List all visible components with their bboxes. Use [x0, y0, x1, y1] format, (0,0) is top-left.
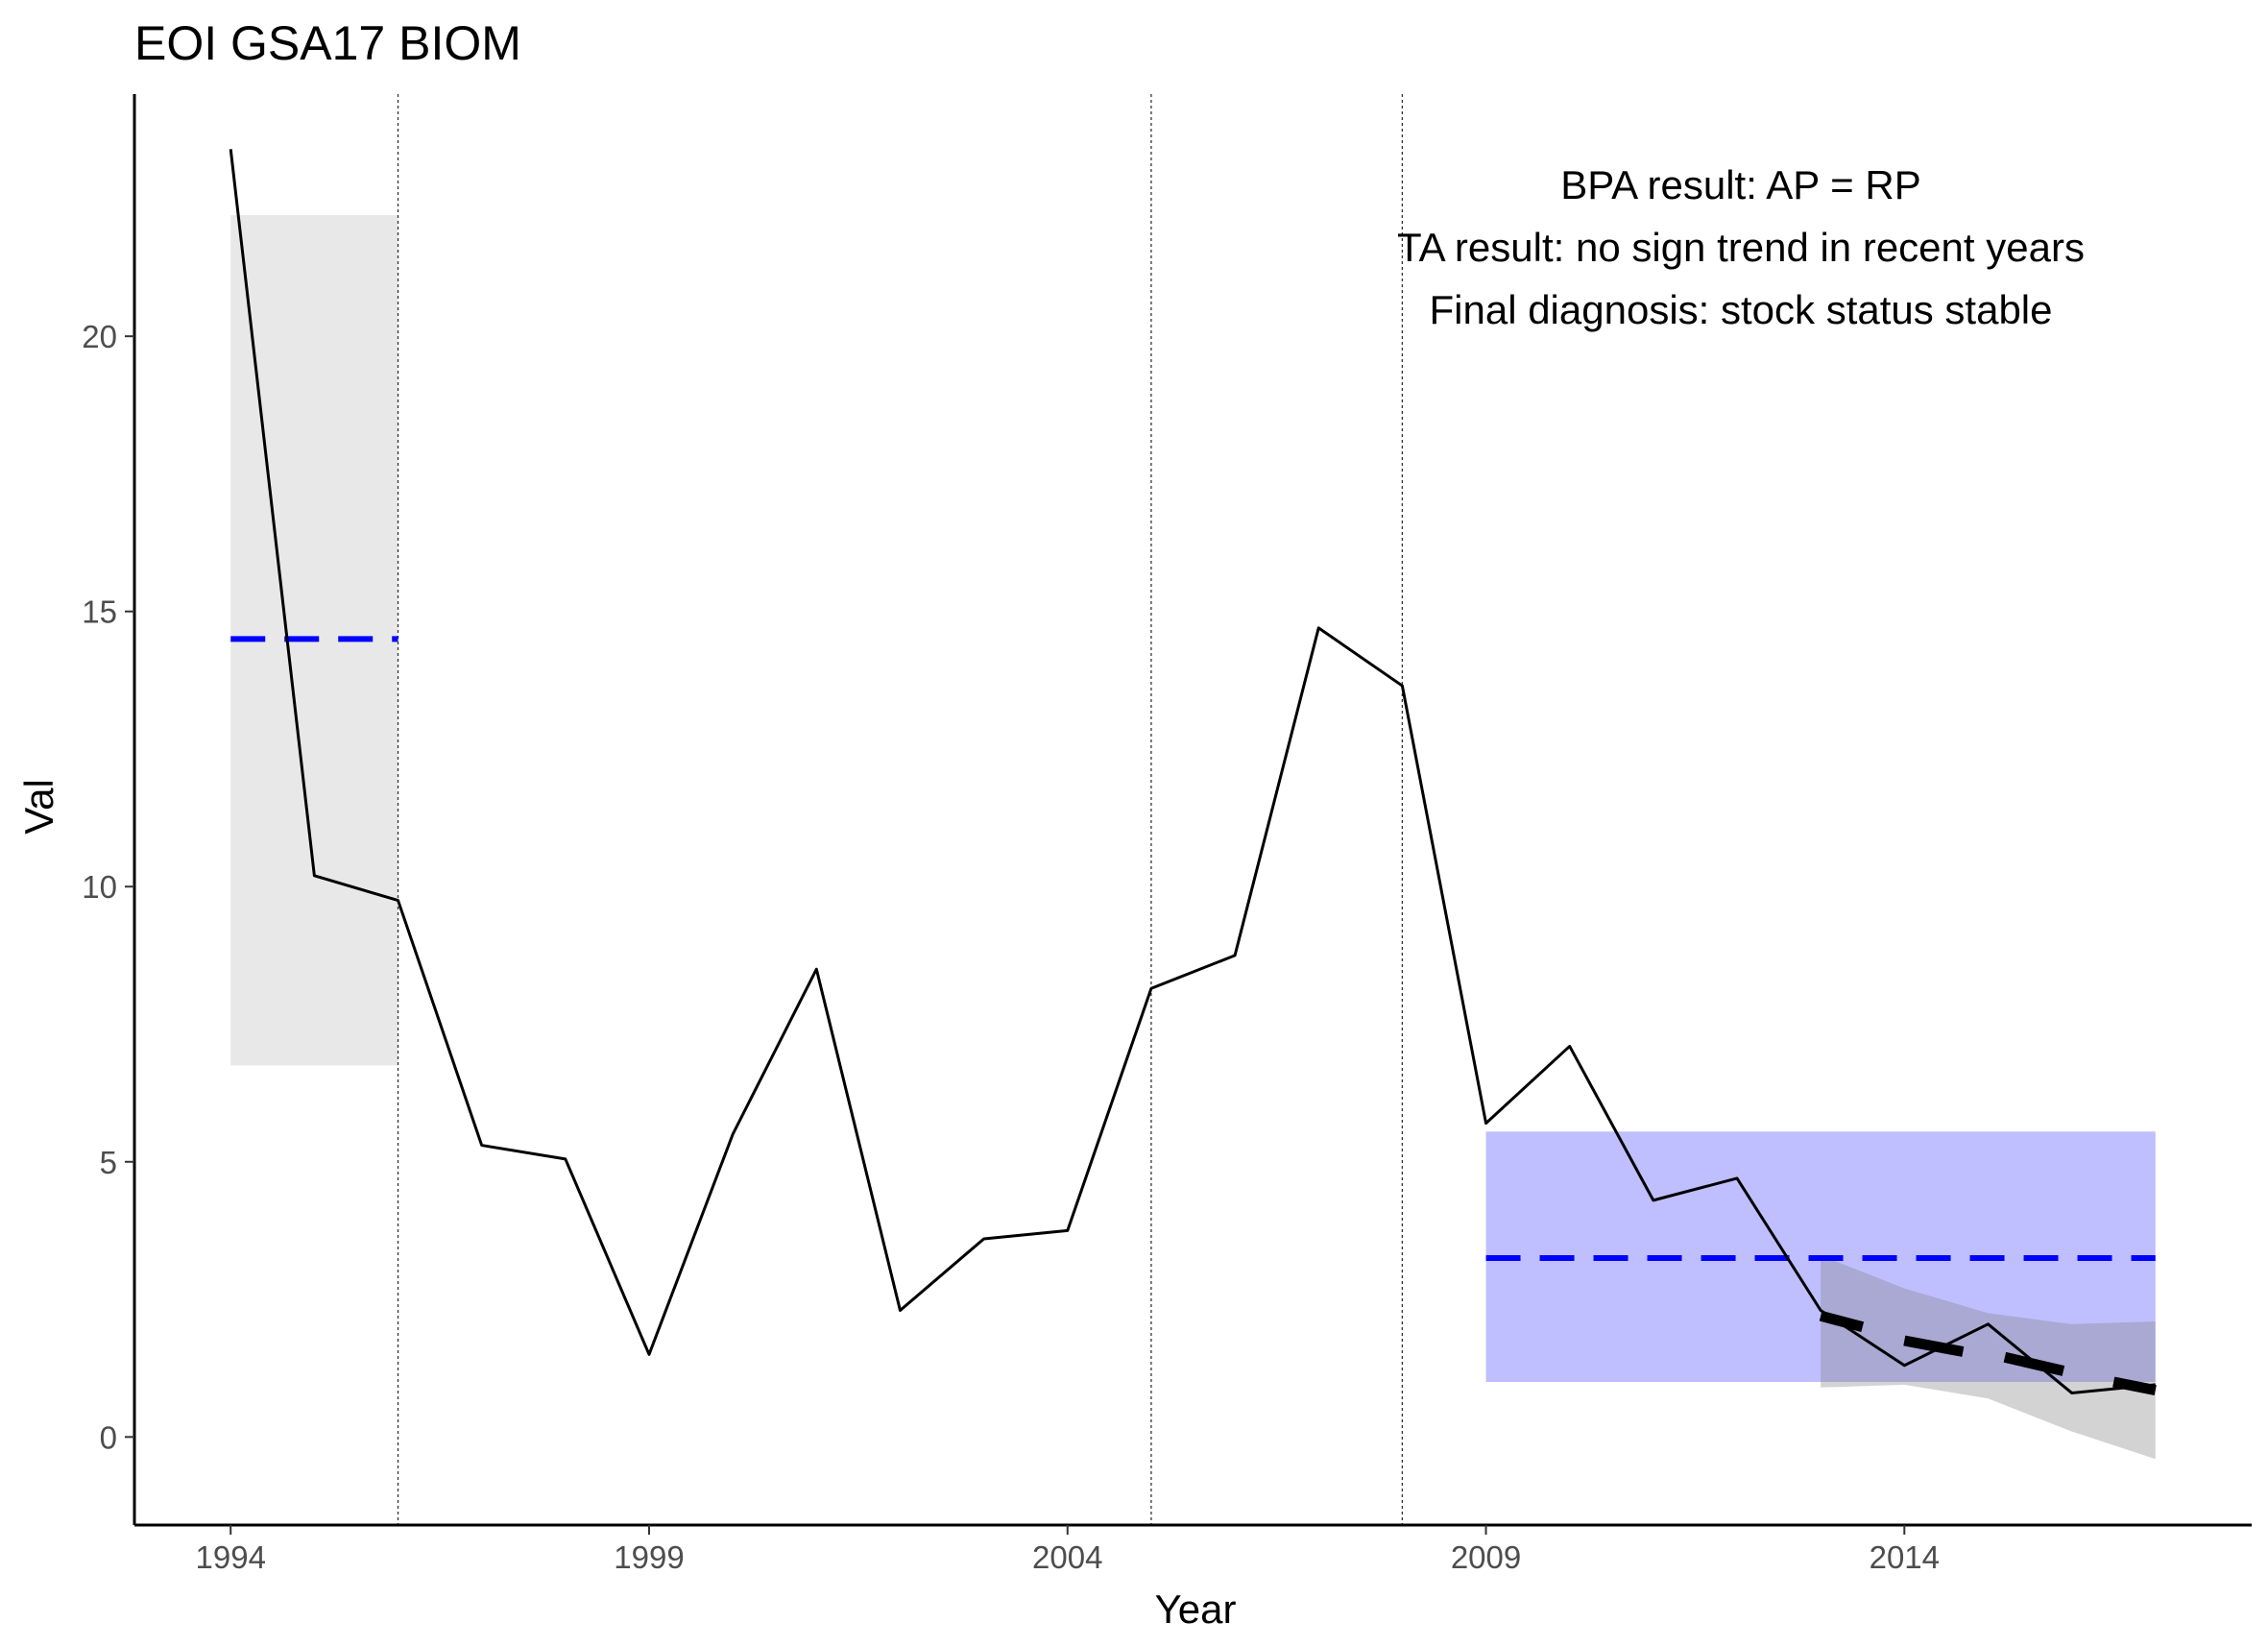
mean-lines — [230, 636, 2156, 1262]
vertical-reference-lines — [397, 94, 1404, 1525]
y-tick-label-0: 0 — [100, 1419, 117, 1455]
x-tick-label-2009: 2009 — [1451, 1539, 1521, 1575]
y-tick-label-20: 20 — [82, 319, 117, 354]
x-tick-label-2014: 2014 — [1870, 1539, 1940, 1575]
annotation-final-diagnosis: Final diagnosis: stock status stable — [1430, 287, 2053, 332]
trend-confidence-band — [1821, 1255, 2156, 1460]
y-axis-ticks: 0 5 10 15 20 — [82, 319, 134, 1455]
axes — [133, 94, 2252, 1527]
x-axis-title: Year — [1155, 1586, 1237, 1632]
x-axis-ticks: 1994 1999 2004 2009 2014 — [196, 1525, 1940, 1575]
y-tick-label-10: 10 — [82, 869, 117, 905]
trend-fit-segment-0 — [1819, 1310, 1865, 1333]
chart-title: EOI GSA17 BIOM — [134, 16, 521, 70]
trend-fit-segment-2 — [2003, 1351, 2065, 1376]
x-tick-label-1999: 1999 — [614, 1539, 684, 1575]
annotation-ta-result: TA result: no sign trend in recent years — [1397, 225, 2085, 270]
y-tick-label-5: 5 — [100, 1145, 117, 1180]
trend-fit — [1819, 1310, 2157, 1395]
x-tick-label-1994: 1994 — [196, 1539, 266, 1575]
trend-fit-segment-1 — [1903, 1335, 1965, 1357]
annotation-bpa-result: BPA result: AP = RP — [1560, 162, 1920, 207]
y-axis-title: Val — [16, 779, 61, 835]
y-tick-label-15: 15 — [82, 594, 117, 630]
trend-fit-segment-3 — [2112, 1376, 2157, 1395]
x-tick-label-2004: 2004 — [1032, 1539, 1102, 1575]
